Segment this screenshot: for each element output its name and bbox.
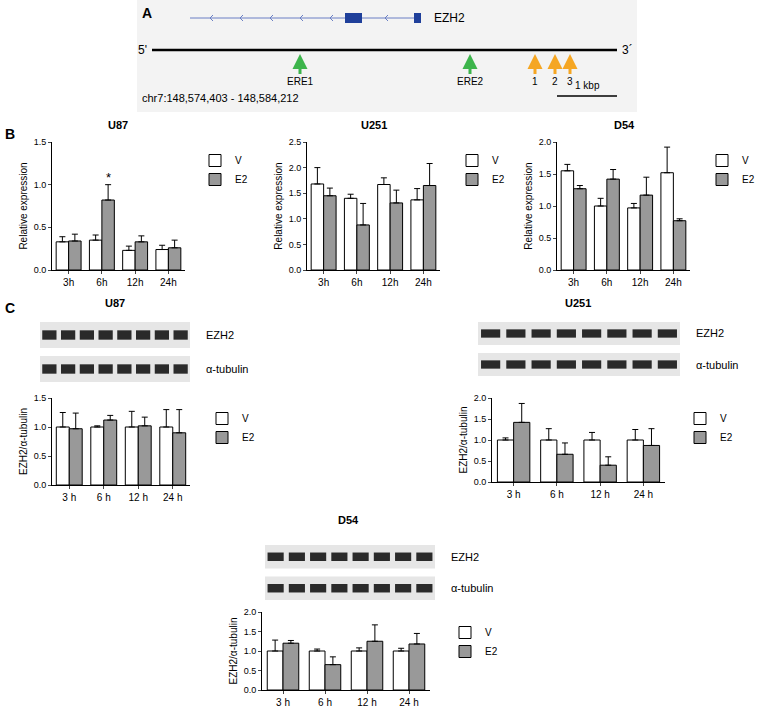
svg-text:U87: U87 [105,297,125,309]
svg-text:12h: 12h [382,277,399,288]
svg-text:1.5: 1.5 [34,393,47,403]
svg-text:12h: 12h [127,277,144,288]
svg-text:*: * [106,170,111,185]
svg-text:B: B [5,126,15,142]
svg-text:2.0: 2.0 [474,393,487,403]
svg-text:D54: D54 [614,119,635,131]
svg-text:0.5: 0.5 [34,222,47,232]
svg-text:V: V [492,155,499,166]
svg-text:0.0: 0.0 [474,477,487,487]
svg-text:α-tubulin: α-tubulin [206,363,248,375]
svg-text:0.5: 0.5 [289,240,302,250]
svg-text:1.0: 1.0 [34,422,47,432]
svg-text:chr7:148,574,403 - 148,584,212: chr7:148,574,403 - 148,584,212 [142,92,299,104]
svg-text:3: 3 [567,76,573,87]
svg-text:24 h: 24 h [634,489,653,500]
svg-text:E2: E2 [235,174,248,185]
svg-text:6 h: 6 h [550,489,564,500]
svg-text:6h: 6h [96,277,107,288]
svg-text:2.0: 2.0 [244,607,257,617]
svg-text:0.0: 0.0 [34,480,47,490]
svg-text:3 h: 3 h [62,492,76,503]
svg-text:1: 1 [532,76,538,87]
svg-text:6h: 6h [601,277,612,288]
svg-text:6 h: 6 h [318,697,332,708]
svg-text:6h: 6h [351,277,362,288]
svg-text:C: C [5,300,15,316]
svg-text:12 h: 12 h [357,697,376,708]
svg-text:0.5: 0.5 [34,451,47,461]
svg-text:E2: E2 [242,432,255,443]
svg-text:0.0: 0.0 [289,265,302,275]
svg-text:3 h: 3 h [507,489,521,500]
svg-text:24h: 24h [665,277,682,288]
svg-text:1.5: 1.5 [539,169,552,179]
svg-text:α-tubulin: α-tubulin [451,582,493,594]
svg-text:12 h: 12 h [590,489,609,500]
svg-text:2.0: 2.0 [289,163,302,173]
svg-text:EZH2/α-tubulin: EZH2/α-tubulin [228,618,239,685]
svg-text:1.0: 1.0 [244,646,257,656]
svg-text:Relative expression: Relative expression [523,162,534,249]
svg-text:2: 2 [552,76,558,87]
svg-text:ERE1: ERE1 [287,76,314,87]
svg-text:1.5: 1.5 [474,414,487,424]
svg-text:1.5: 1.5 [244,627,257,637]
svg-text:ERE2: ERE2 [457,76,484,87]
svg-text:1.0: 1.0 [34,180,47,190]
svg-text:0.0: 0.0 [539,265,552,275]
svg-text:1.0: 1.0 [539,201,552,211]
svg-text:U87: U87 [108,119,128,131]
svg-text:Relative expression: Relative expression [273,162,284,249]
svg-text:3 h: 3 h [276,697,290,708]
svg-text:EZH2: EZH2 [434,11,465,25]
svg-text:12h: 12h [632,277,649,288]
svg-text:2.5: 2.5 [289,137,302,147]
svg-text:E2: E2 [720,432,733,443]
svg-text:E2: E2 [485,646,498,657]
svg-text:α-tubulin: α-tubulin [696,359,738,371]
svg-text:V: V [485,627,492,638]
svg-text:EZH2: EZH2 [451,551,479,563]
svg-text:A: A [142,5,152,21]
svg-text:U251: U251 [361,119,387,131]
svg-text:V: V [242,413,249,424]
svg-text:E2: E2 [492,174,505,185]
svg-text:0.0: 0.0 [244,685,257,695]
svg-text:V: V [720,413,727,424]
svg-text:24 h: 24 h [163,492,182,503]
svg-text:EZH2: EZH2 [696,327,724,339]
svg-text:3h: 3h [318,277,329,288]
svg-text:U251: U251 [565,297,591,309]
svg-text:3´: 3´ [622,43,633,57]
svg-text:3h: 3h [568,277,579,288]
svg-text:D54: D54 [338,514,359,526]
svg-text:EZH2/α-tubulin: EZH2/α-tubulin [18,408,29,475]
svg-text:EZH2: EZH2 [206,329,234,341]
svg-text:6 h: 6 h [97,492,111,503]
svg-text:0.5: 0.5 [539,233,552,243]
svg-text:2.0: 2.0 [539,137,552,147]
svg-text:24h: 24h [160,277,177,288]
svg-text:0.0: 0.0 [34,265,47,275]
svg-text:1.0: 1.0 [289,214,302,224]
svg-text:Relative expression: Relative expression [18,162,29,249]
svg-text:3h: 3h [63,277,74,288]
svg-text:5': 5' [138,43,147,57]
svg-text:V: V [742,155,749,166]
svg-text:V: V [235,155,242,166]
svg-text:24h: 24h [415,277,432,288]
svg-text:E2: E2 [742,174,755,185]
svg-text:0.5: 0.5 [244,666,257,676]
svg-text:1.0: 1.0 [474,435,487,445]
svg-text:EZH2/α-tubulin: EZH2/α-tubulin [458,407,469,474]
svg-text:1.5: 1.5 [34,137,47,147]
svg-text:1.5: 1.5 [289,188,302,198]
svg-text:1 kbp: 1 kbp [575,80,600,91]
svg-text:24 h: 24 h [399,697,418,708]
svg-text:0.5: 0.5 [474,456,487,466]
svg-text:12 h: 12 h [129,492,148,503]
